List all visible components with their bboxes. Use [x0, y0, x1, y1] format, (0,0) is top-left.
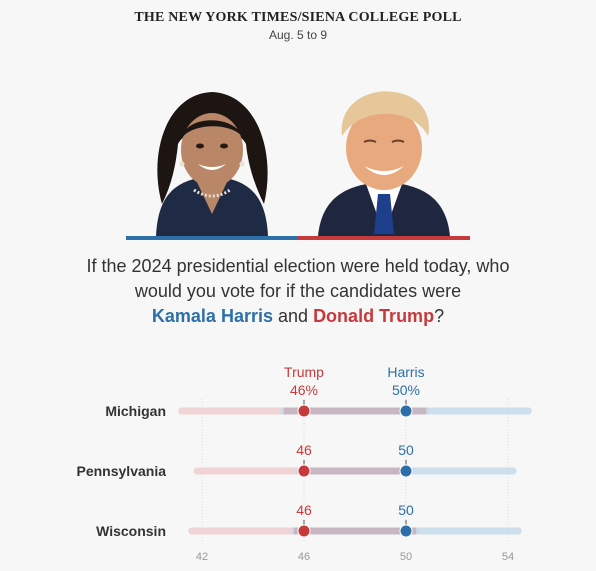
question-line-1: If the 2024 presidential election were h… — [86, 256, 510, 276]
state-label-wisconsin: Wisconsin — [96, 523, 166, 539]
candidate-photos — [126, 80, 470, 240]
x-tick-label-46: 46 — [298, 551, 310, 563]
trump-dot-pennsylvania — [297, 464, 311, 478]
trump-value-michigan: 46% — [290, 382, 318, 398]
x-tick-label-42: 42 — [196, 551, 208, 563]
trump-dot-wisconsin — [297, 524, 311, 538]
trump-dot-michigan — [297, 404, 311, 418]
state-label-pennsylvania: Pennsylvania — [77, 463, 167, 479]
question-line-3: Kamala Harris and Donald Trump? — [58, 304, 538, 329]
harris-dot-wisconsin — [399, 524, 413, 538]
question-line-2: would you vote for if the candidates wer… — [134, 281, 462, 301]
harris-color-bar — [126, 236, 298, 240]
harris-value-pennsylvania: 50 — [398, 442, 414, 458]
poll-header: THE NEW YORK TIMES/SIENA COLLEGE POLL Au… — [0, 0, 596, 42]
x-tick-label-50: 50 — [400, 551, 412, 563]
poll-question: If the 2024 presidential election were h… — [58, 254, 538, 329]
harris-photo — [156, 92, 268, 236]
legend-harris: Harris — [387, 364, 424, 380]
poll-chart-svg: 42 46 50 54 Trump Harris Michigan 46% 50% Pennsyl… — [77, 364, 532, 563]
harris-value-wisconsin: 50 — [398, 502, 414, 518]
trump-name: Donald Trump — [313, 306, 435, 326]
x-tick-label-54: 54 — [502, 551, 514, 563]
question-mark: ? — [434, 306, 445, 326]
trump-value-pennsylvania: 46 — [296, 442, 312, 458]
harris-name: Kamala Harris — [151, 306, 273, 326]
harris-dot-pennsylvania — [399, 464, 413, 478]
harris-value-michigan: 50% — [392, 382, 420, 398]
trump-value-wisconsin: 46 — [296, 502, 312, 518]
legend-trump: Trump — [284, 364, 324, 380]
harris-dot-michigan — [399, 404, 413, 418]
poll-dates: Aug. 5 to 9 — [268, 28, 328, 42]
question-and: and — [278, 306, 309, 326]
state-label-michigan: Michigan — [105, 403, 166, 419]
trump-color-bar — [298, 236, 470, 240]
poll-title: THE NEW YORK TIMES/SIENA COLLEGE POLL — [134, 10, 462, 25]
trump-photo — [318, 91, 450, 236]
poll-chart: 42 46 50 54 Trump Harris Michigan 46% 50% Pennsyl… — [0, 355, 596, 566]
